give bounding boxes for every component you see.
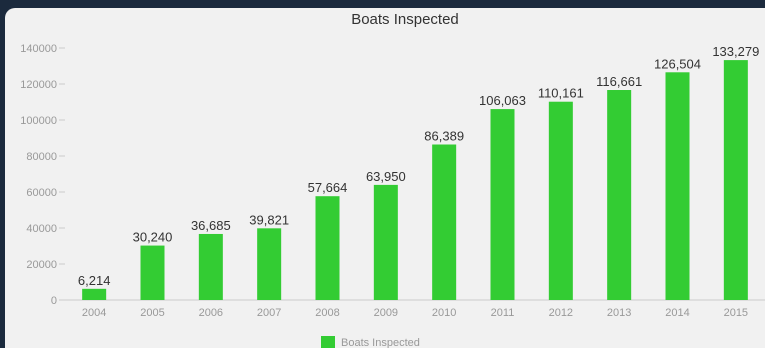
- y-axis: 0 20000 40000 60000 80000 100000 120000 140000: [20, 43, 65, 307]
- bar-2005[interactable]: [140, 245, 165, 300]
- bar-value-label: 86,389: [424, 128, 464, 143]
- y-tick-label: 60000: [26, 187, 57, 199]
- bar-value-label: 30,240: [133, 230, 173, 245]
- bar-2007[interactable]: [257, 228, 282, 300]
- chart-title: Boats Inspected: [351, 11, 459, 28]
- x-tick-label: 2011: [491, 307, 515, 319]
- legend-swatch: [321, 336, 335, 348]
- y-tick-label: 140000: [20, 43, 57, 55]
- bar-2010[interactable]: [432, 144, 457, 300]
- bar-2008[interactable]: [315, 196, 340, 300]
- x-tick-label: 2010: [432, 307, 456, 319]
- bar-2006[interactable]: [198, 233, 223, 300]
- bar-value-label: 39,821: [249, 212, 289, 227]
- bar-labels-group: 6,214 30,240 36,685 39,821 57,664 63,950 86,38…: [78, 44, 759, 288]
- y-tick-label: 120000: [20, 79, 57, 91]
- x-tick-label: 2007: [257, 307, 281, 319]
- bar-value-label: 126,504: [654, 56, 701, 71]
- bar-2012[interactable]: [548, 101, 573, 300]
- x-tick-label: 2006: [199, 307, 223, 319]
- x-tick-label: 2005: [140, 307, 164, 319]
- bar-value-label: 116,661: [596, 74, 642, 89]
- x-axis: 2004 2005 2006 2007 2008 2009 2010 2011 2012 2013…: [65, 299, 765, 319]
- x-tick-label: 2004: [82, 307, 106, 319]
- x-tick-label: 2012: [549, 307, 573, 319]
- bar-value-label: 110,161: [538, 86, 584, 101]
- bar-value-label: 57,664: [308, 180, 348, 195]
- y-tick-label: 20000: [26, 259, 57, 271]
- y-tick-label: 80000: [26, 151, 57, 163]
- x-tick-label: 2015: [724, 307, 748, 319]
- bar-value-label: 133,279: [712, 44, 759, 59]
- x-tick-label: 2014: [665, 307, 689, 319]
- bar-value-label: 36,685: [191, 218, 231, 233]
- y-tick-label: 100000: [20, 115, 57, 127]
- bar-2011[interactable]: [490, 109, 515, 300]
- y-tick-label: 0: [51, 295, 57, 307]
- legend-label: Boats Inspected: [341, 337, 420, 348]
- bar-2015[interactable]: [723, 60, 748, 300]
- bar-2013[interactable]: [607, 90, 632, 301]
- bar-value-label: 106,063: [479, 93, 526, 108]
- y-tick-label: 40000: [26, 223, 57, 235]
- bar-value-label: 63,950: [366, 169, 406, 184]
- bar-2004[interactable]: [82, 288, 107, 300]
- bar-2014[interactable]: [665, 72, 690, 300]
- bar-chart: Boats Inspected 0 20000 40000 60000 80000 100…: [20, 11, 765, 348]
- x-tick-label: 2013: [607, 307, 631, 319]
- x-tick-label: 2008: [315, 307, 339, 319]
- bar-value-label: 6,214: [78, 273, 111, 288]
- legend[interactable]: Boats Inspected: [321, 336, 420, 348]
- chart-panel: Boats Inspected 0 20000 40000 60000 80000 100…: [5, 8, 765, 348]
- bars-group: [82, 60, 748, 301]
- x-tick-label: 2009: [374, 307, 398, 319]
- bar-2009[interactable]: [373, 184, 398, 300]
